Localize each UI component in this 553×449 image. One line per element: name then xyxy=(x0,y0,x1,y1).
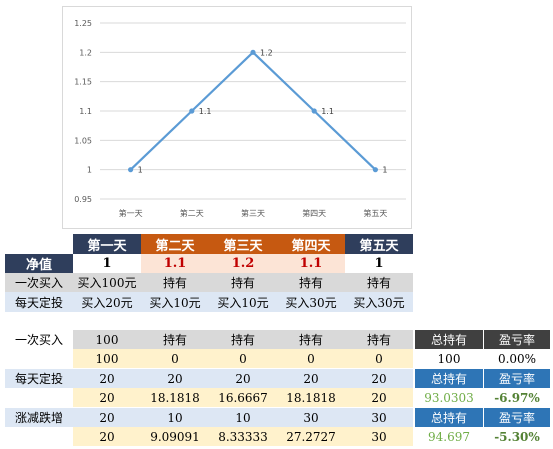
t2-dip-v2: 9.09091 xyxy=(141,427,209,446)
t2-lump-pnl-header: 盈亏率 xyxy=(484,330,550,349)
t2-lump-total: 100 xyxy=(415,349,483,368)
x-tick-label: 第一天 xyxy=(119,208,143,218)
t2-daily-v3: 16.6667 xyxy=(209,388,277,407)
t2-dip-h4: 30 xyxy=(277,408,345,427)
data-point xyxy=(128,167,134,173)
y-tick-label: 1.2 xyxy=(79,48,92,57)
t2-daily-pnl-header: 盈亏率 xyxy=(484,369,550,388)
t2-dip-v3: 8.33333 xyxy=(209,427,277,446)
t1-header-day4: 第四天 xyxy=(277,234,345,254)
t1-nav-day4: 1.1 xyxy=(277,254,345,273)
t2-daily-label: 每天定投 xyxy=(5,369,73,388)
t2-dip-h5: 30 xyxy=(345,408,413,427)
t1-nav-day3: 1.2 xyxy=(209,254,277,273)
t2-daily-h4: 20 xyxy=(277,369,345,388)
t2-dip-v5: 30 xyxy=(345,427,413,446)
t2-dip-total-header: 总持有 xyxy=(415,408,483,427)
t2-daily-h1: 20 xyxy=(73,369,141,388)
t1-lump-day2: 持有 xyxy=(141,273,209,292)
t1-daily-day3: 买入10元 xyxy=(209,292,277,312)
t2-lump-v1: 100 xyxy=(73,349,141,368)
y-tick-label: 1.1 xyxy=(79,107,92,116)
data-point xyxy=(189,108,195,114)
t2-daily-total: 93.0303 xyxy=(415,388,483,407)
y-tick-label: 1.25 xyxy=(74,19,92,28)
t2-lump-h1: 100 xyxy=(73,330,141,349)
t2-dip-h1: 20 xyxy=(73,408,141,427)
t2-lump-v3: 0 xyxy=(209,349,277,368)
t1-header-day5: 第五天 xyxy=(345,234,413,254)
t2-lump-h3: 持有 xyxy=(209,330,277,349)
data-label: 1.1 xyxy=(199,107,212,116)
data-point xyxy=(311,108,317,114)
t2-lump-pnl: 0.00% xyxy=(484,349,550,368)
data-label: 1.1 xyxy=(321,107,334,116)
t1-nav-day1: 1 xyxy=(73,254,141,273)
t2-lump-total-header: 总持有 xyxy=(415,330,483,349)
y-tick-label: 1.15 xyxy=(74,78,92,87)
t2-dip-pnl: -5.30% xyxy=(484,427,550,446)
t2-daily-v5: 20 xyxy=(345,388,413,407)
t1-daily-day4: 买入30元 xyxy=(277,292,345,312)
t2-dip-label: 涨减跌增 xyxy=(5,408,73,427)
data-point xyxy=(250,49,256,55)
t2-lump-v4: 0 xyxy=(277,349,345,368)
line-chart: 0.95 1 1.05 1.1 1.15 1.2 1.25 第一天 第二天 第三天 第四天 第五天 1 1… xyxy=(62,6,412,229)
data-point xyxy=(372,167,378,173)
t2-daily-h5: 20 xyxy=(345,369,413,388)
t2-lump-label: 一次买入 xyxy=(5,330,73,349)
t2-lump-h5: 持有 xyxy=(345,330,413,349)
t1-lump-day1: 买入100元 xyxy=(73,273,141,292)
t1-lump-day4: 持有 xyxy=(277,273,345,292)
t1-daily-label: 每天定投 xyxy=(5,292,73,312)
t2-daily-pnl: -6.97% xyxy=(484,388,550,407)
t2-dip-v1: 20 xyxy=(73,427,141,446)
t2-daily-h3: 20 xyxy=(209,369,277,388)
y-tick-label: 0.95 xyxy=(74,195,92,204)
t1-lump-day5: 持有 xyxy=(345,273,413,292)
t2-daily-total-header: 总持有 xyxy=(415,369,483,388)
data-label: 1.2 xyxy=(260,48,273,57)
t1-nav-day2: 1.1 xyxy=(141,254,209,273)
t2-daily-h2: 20 xyxy=(141,369,209,388)
t1-daily-day2: 买入10元 xyxy=(141,292,209,312)
t2-dip-total: 94.697 xyxy=(415,427,483,446)
t2-lump-v5: 0 xyxy=(345,349,413,368)
t2-dip-h2: 10 xyxy=(141,408,209,427)
t2-dip-h3: 10 xyxy=(209,408,277,427)
x-tick-label: 第二天 xyxy=(180,208,204,218)
t2-daily-v4: 18.1818 xyxy=(277,388,345,407)
t1-lump-label: 一次买入 xyxy=(5,273,73,292)
x-tick-label: 第三天 xyxy=(241,208,265,218)
t2-lump-v2: 0 xyxy=(141,349,209,368)
t2-lump-h4: 持有 xyxy=(277,330,345,349)
y-tick-label: 1.05 xyxy=(74,136,92,145)
t1-nav-day5: 1 xyxy=(345,254,413,273)
x-tick-label: 第五天 xyxy=(363,208,387,218)
t2-daily-v1: 20 xyxy=(73,388,141,407)
t2-dip-pnl-header: 盈亏率 xyxy=(484,408,550,427)
t1-lump-day3: 持有 xyxy=(209,273,277,292)
t1-daily-day5: 买入30元 xyxy=(345,292,413,312)
x-tick-label: 第四天 xyxy=(302,208,326,218)
t2-daily-v2: 18.1818 xyxy=(141,388,209,407)
t1-nav-label: 净值 xyxy=(5,254,73,273)
data-label: 1 xyxy=(382,166,387,175)
y-tick-label: 1 xyxy=(87,166,92,175)
t1-header-day1: 第一天 xyxy=(73,234,141,254)
t2-dip-v4: 27.2727 xyxy=(277,427,345,446)
t2-lump-h2: 持有 xyxy=(141,330,209,349)
data-label: 1 xyxy=(138,166,143,175)
t1-header-day3: 第三天 xyxy=(209,234,277,254)
chart-svg: 0.95 1 1.05 1.1 1.15 1.2 1.25 第一天 第二天 第三天 第四天 第五天 1 1… xyxy=(74,19,406,218)
t1-daily-day1: 买入20元 xyxy=(73,292,141,312)
t1-header-day2: 第二天 xyxy=(141,234,209,254)
